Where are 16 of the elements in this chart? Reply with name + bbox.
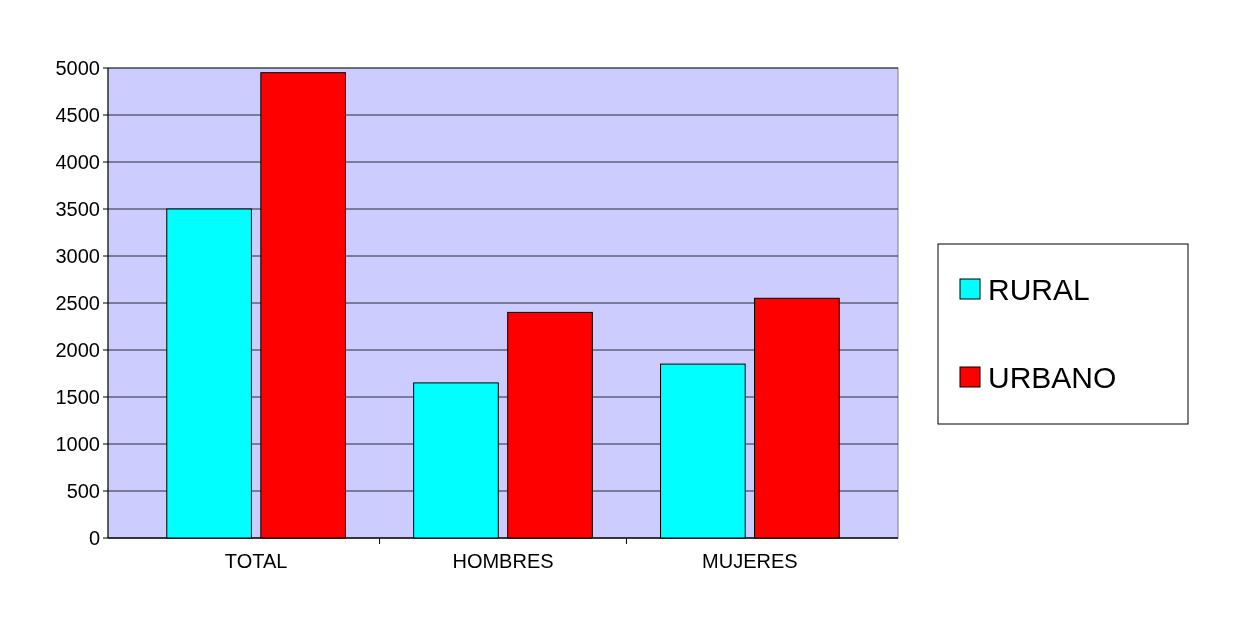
y-tick-label: 3500 — [55, 198, 100, 220]
y-tick-label: 500 — [66, 480, 100, 502]
y-tick-label: 3000 — [55, 245, 100, 267]
y-tick-label: 1500 — [55, 386, 100, 408]
y-tick-label: 4000 — [55, 151, 100, 173]
legend-label: RURAL — [988, 272, 1090, 306]
y-tick-label: 4500 — [55, 104, 100, 126]
y-tick-label: 1000 — [55, 433, 100, 455]
x-tick-label: TOTAL — [224, 550, 288, 572]
legend-label: URBANO — [988, 360, 1117, 394]
x-tick-label: MUJERES — [702, 550, 798, 572]
x-tick-label: HOMBRES — [452, 550, 554, 572]
y-tick-label: 0 — [88, 527, 100, 549]
y-tick-label: 5000 — [55, 57, 100, 79]
y-tick-label: 2500 — [55, 292, 100, 314]
y-tick-label: 2000 — [55, 339, 100, 361]
